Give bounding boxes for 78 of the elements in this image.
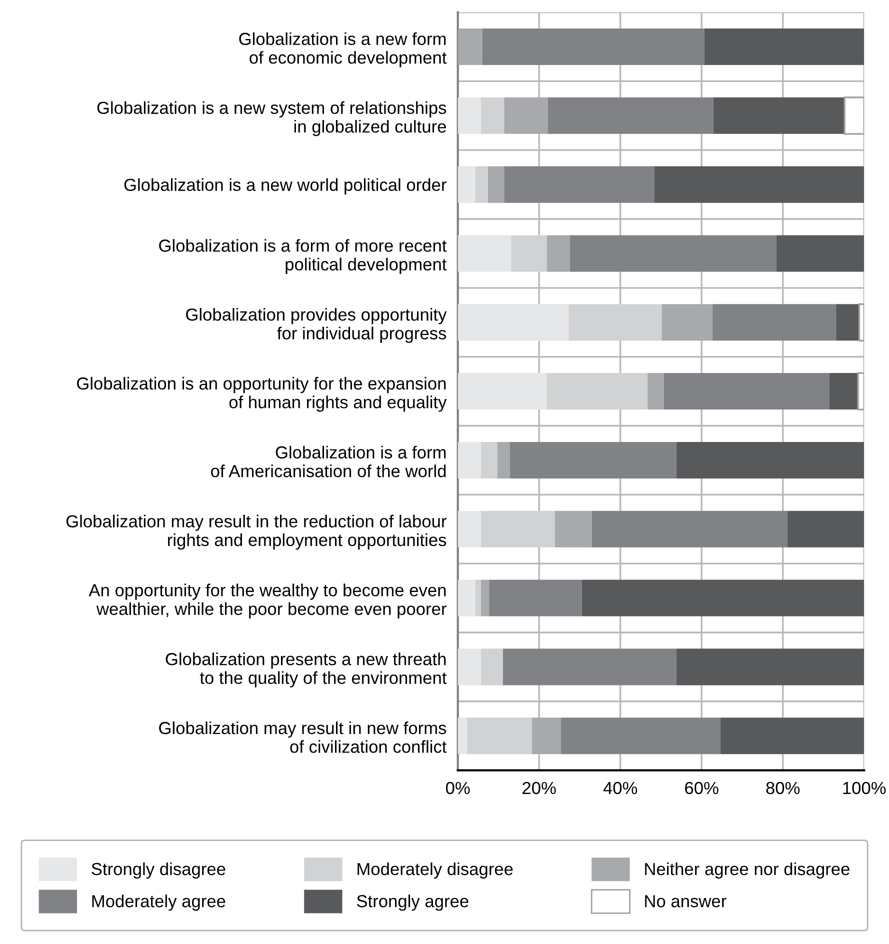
bar — [458, 718, 468, 754]
bar — [561, 718, 720, 754]
bar — [458, 28, 482, 65]
bar — [662, 304, 713, 341]
bar — [582, 580, 864, 616]
bar — [720, 718, 864, 754]
bar — [844, 96, 864, 135]
legend-label: Neither agree nor disagree — [645, 862, 850, 879]
bar — [504, 97, 548, 134]
bar — [532, 718, 562, 754]
bar — [676, 648, 864, 686]
bar — [458, 442, 481, 478]
bar — [458, 304, 569, 341]
bar — [480, 510, 555, 548]
bar — [467, 718, 532, 754]
bar — [676, 442, 864, 478]
x-tick-label: 100% — [843, 782, 886, 794]
legend-label: Moderately disagree — [358, 862, 513, 879]
bar — [546, 235, 570, 272]
x-tick-label: 80% — [766, 782, 800, 794]
bar — [704, 28, 864, 65]
bar — [502, 648, 676, 686]
bar — [836, 304, 860, 341]
bar — [592, 510, 788, 548]
x-tick-label: 0% — [446, 782, 470, 794]
y-tick-label: Globalization may result in new forms of civilization conflict — [159, 721, 447, 753]
bar — [568, 304, 662, 341]
y-tick-label: Globalization is a form of more recent political development — [159, 239, 447, 274]
bar — [480, 442, 498, 478]
bar — [475, 580, 481, 616]
bar — [489, 580, 582, 616]
bar — [504, 166, 654, 203]
bar — [857, 372, 864, 410]
bar — [510, 442, 676, 478]
bar — [497, 442, 510, 478]
bar — [480, 97, 504, 134]
bar — [858, 303, 864, 342]
bar — [548, 97, 714, 134]
bar — [554, 510, 592, 548]
y-tick-label: Globalization is an opportunity for the expansion of human rights and equality — [77, 376, 447, 412]
bar — [570, 235, 776, 272]
bar — [787, 510, 864, 548]
y-tick-label: Globalization is a new system of relationships in globalized culture — [97, 101, 446, 136]
bar — [458, 97, 481, 134]
y-tick-label: Globalization may result in the reduction of labour rights and employment opportunities — [66, 514, 446, 550]
legend-label: No answer — [645, 895, 726, 908]
bar — [713, 97, 845, 134]
y-tick-label: Globalization is a form of Americanisation of the world — [211, 446, 446, 478]
bar — [776, 235, 864, 272]
bar — [829, 373, 858, 410]
x-tick-label: 40% — [603, 782, 638, 794]
legend-label: Strongly agree — [356, 894, 468, 911]
bar — [546, 373, 648, 410]
bar — [482, 28, 704, 65]
bar — [480, 648, 503, 686]
bar — [511, 235, 547, 272]
x-tick-label: 20% — [522, 782, 556, 794]
y-tick-label: Globalization provides opportunity for individual progress — [186, 308, 447, 343]
y-tick-label: Globalization presents a new threath to the quality of the environment — [166, 652, 447, 688]
x-tick-label: 60% — [685, 782, 718, 794]
bar — [458, 373, 547, 410]
y-tick-label: Globalization is a new world political order — [124, 178, 446, 194]
bar — [458, 235, 512, 272]
bar — [458, 648, 481, 686]
bar — [488, 166, 504, 203]
bar — [458, 166, 476, 203]
bar — [712, 304, 836, 341]
y-tick-label: Globalization is a new form of economic development — [239, 32, 447, 68]
bar — [480, 580, 490, 616]
bar — [458, 580, 476, 616]
bar — [664, 373, 830, 410]
bar — [458, 510, 481, 548]
bar — [475, 166, 488, 203]
legend-label: Strongly disagree — [92, 862, 226, 879]
y-tick-label: An opportunity for the wealthy to become even wealthier, while the poor become even poorer — [88, 584, 446, 619]
bar — [654, 166, 864, 203]
legend-label: Moderately agree — [92, 894, 226, 911]
bar — [648, 373, 664, 410]
